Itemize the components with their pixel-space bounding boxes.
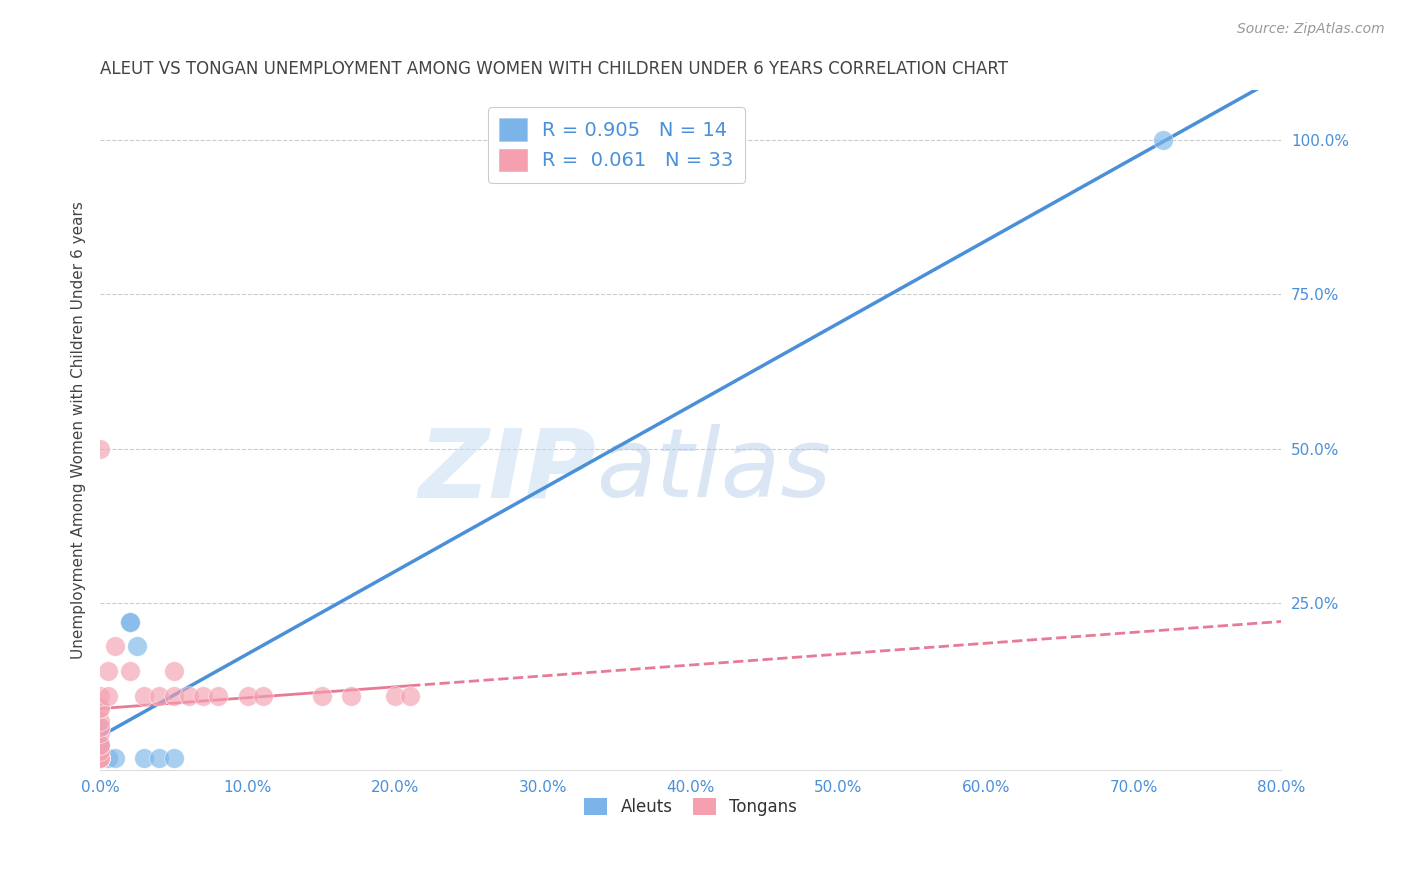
- Point: [89, 720, 111, 734]
- Point: [311, 689, 333, 703]
- Point: [89, 701, 111, 715]
- Point: [163, 689, 186, 703]
- Point: [207, 689, 229, 703]
- Point: [89, 689, 111, 703]
- Point: [148, 689, 170, 703]
- Point: [89, 750, 111, 764]
- Point: [134, 689, 156, 703]
- Point: [118, 615, 141, 629]
- Text: Source: ZipAtlas.com: Source: ZipAtlas.com: [1237, 22, 1385, 37]
- Point: [118, 664, 141, 678]
- Point: [89, 739, 111, 753]
- Point: [89, 726, 111, 740]
- Point: [89, 720, 111, 734]
- Point: [148, 750, 170, 764]
- Point: [340, 689, 363, 703]
- Text: ALEUT VS TONGAN UNEMPLOYMENT AMONG WOMEN WITH CHILDREN UNDER 6 YEARS CORRELATION: ALEUT VS TONGAN UNEMPLOYMENT AMONG WOMEN…: [100, 60, 1008, 78]
- Point: [89, 739, 111, 753]
- Point: [89, 739, 111, 753]
- Y-axis label: Unemployment Among Women with Children Under 6 years: Unemployment Among Women with Children U…: [72, 202, 86, 659]
- Point: [89, 442, 111, 456]
- Legend: Aleuts, Tongans: Aleuts, Tongans: [578, 791, 804, 822]
- Point: [89, 750, 111, 764]
- Point: [96, 689, 118, 703]
- Point: [96, 664, 118, 678]
- Point: [118, 615, 141, 629]
- Point: [125, 640, 148, 654]
- Point: [96, 750, 118, 764]
- Point: [163, 664, 186, 678]
- Point: [252, 689, 274, 703]
- Point: [104, 750, 127, 764]
- Point: [1152, 133, 1174, 147]
- Point: [384, 689, 406, 703]
- Point: [89, 744, 111, 758]
- Point: [193, 689, 215, 703]
- Point: [399, 689, 422, 703]
- Point: [89, 750, 111, 764]
- Point: [89, 701, 111, 715]
- Point: [89, 739, 111, 753]
- Point: [104, 640, 127, 654]
- Text: atlas: atlas: [596, 425, 831, 517]
- Point: [89, 750, 111, 764]
- Point: [236, 689, 259, 703]
- Point: [134, 750, 156, 764]
- Point: [89, 750, 111, 764]
- Point: [163, 750, 186, 764]
- Text: ZIP: ZIP: [418, 425, 596, 517]
- Point: [89, 714, 111, 728]
- Point: [89, 750, 111, 764]
- Point: [177, 689, 200, 703]
- Point: [89, 750, 111, 764]
- Point: [89, 750, 111, 764]
